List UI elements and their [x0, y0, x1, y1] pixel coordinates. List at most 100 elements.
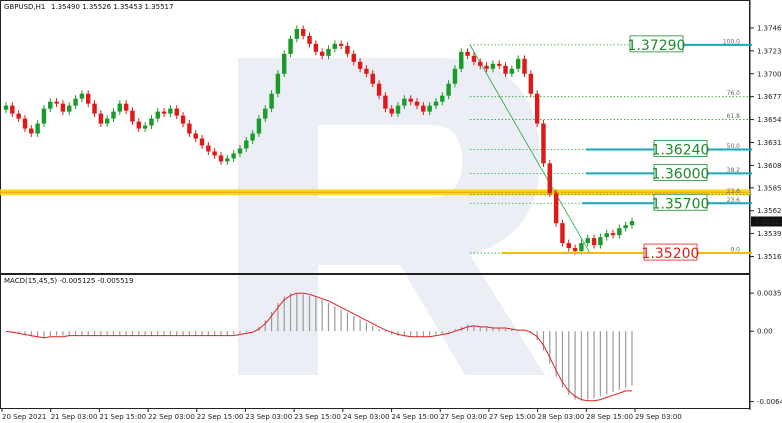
candle-body: [48, 101, 53, 109]
candle-body: [560, 223, 565, 244]
price-axis-label: 1.35625: [757, 207, 782, 215]
candle-body: [446, 83, 451, 96]
chart-header-symbol: GBPUSD,H1: [4, 3, 45, 11]
price-axis-label: 1.36310: [757, 139, 782, 147]
fib-level-label: 23.6: [727, 188, 741, 195]
candle-body: [142, 125, 148, 129]
fib-level-label: 76.0: [727, 90, 741, 97]
time-axis-label: 22 Sep 15:00: [197, 413, 244, 421]
candle-body: [427, 105, 432, 112]
candle-body: [617, 228, 622, 236]
candle-body: [282, 53, 287, 74]
candle-body: [237, 148, 243, 154]
candle-body: [364, 68, 369, 74]
time-axis-label: 22 Sep 03:00: [148, 413, 195, 421]
candle-body: [395, 105, 401, 114]
candle-body: [73, 98, 78, 106]
candle-body: [566, 243, 571, 249]
candle-body: [452, 68, 458, 84]
candle-body: [294, 28, 300, 39]
candle-body: [402, 98, 407, 106]
target-label-box: [653, 163, 708, 181]
candle-body: [522, 58, 527, 74]
target-value-label: 1.36240: [652, 142, 710, 158]
candle-body: [326, 48, 331, 56]
candle-body: [357, 61, 363, 69]
price-axis-label: 1.36770: [757, 93, 782, 101]
macd-header: MACD(15,45,5) -0.005125 -0.005519: [4, 277, 133, 285]
fib-trend-line: [469, 44, 591, 254]
candle-body: [579, 243, 584, 252]
candle-body: [79, 93, 85, 99]
time-axis-label: 27 Sep 03:00: [440, 413, 487, 421]
candle-body: [313, 43, 319, 52]
candle-body: [610, 233, 616, 236]
candle-body: [180, 115, 186, 124]
candle-body: [553, 193, 559, 224]
candle-body: [490, 63, 496, 69]
macd-axis-label: -0.006489: [757, 398, 782, 406]
candle-body: [187, 123, 192, 134]
candle-body: [149, 118, 154, 126]
price-axis-label: 1.35165: [757, 253, 782, 261]
price-axis-label: 1.37230: [757, 47, 782, 55]
candle-body: [547, 163, 553, 194]
target-label-box: [653, 140, 708, 157]
candle-body: [123, 103, 129, 111]
candle-body: [136, 121, 142, 129]
candle-body: [515, 58, 521, 69]
candle-body: [528, 73, 534, 94]
time-axis-label: 28 Sep 15:00: [586, 413, 633, 421]
candle-body: [503, 65, 508, 74]
candle-body: [414, 101, 420, 106]
target-label-box: [629, 35, 684, 53]
candle-body: [459, 51, 464, 69]
target-label-box: [653, 193, 708, 211]
time-axis-label: 20 Sep 2021: [2, 413, 46, 421]
candle-body: [307, 35, 312, 44]
time-axis-label: 24 Sep 03:00: [343, 413, 390, 421]
candle-body: [225, 158, 230, 162]
candle-body: [104, 118, 110, 124]
time-axis-label: 29 Sep 03:00: [635, 413, 682, 421]
fib-level-label: 61.8: [727, 113, 741, 120]
candle-body: [509, 68, 515, 74]
time-axis-label: 23 Sep 15:00: [294, 413, 341, 421]
candle-body: [319, 51, 325, 56]
fib-level-label: 38.2: [727, 167, 741, 174]
time-axis-label: 24 Sep 15:00: [392, 413, 439, 421]
candle-body: [3, 105, 9, 110]
candle-body: [256, 118, 262, 134]
target-value-label: 1.35700: [652, 196, 710, 212]
macd-signal-line: [5, 292, 632, 402]
candle-body: [29, 128, 34, 134]
time-axis-label: 23 Sep 03:00: [245, 413, 292, 421]
time-axis-label: 27 Sep 15:00: [489, 413, 536, 421]
candle-body: [174, 108, 179, 116]
candle-body: [465, 51, 470, 56]
macd-axis-label: 0.00: [757, 328, 773, 336]
macd-axis-label: 0.003512: [757, 290, 782, 298]
target-label-box: [643, 243, 698, 261]
candle-body: [389, 108, 394, 114]
candle-body: [338, 43, 344, 46]
candle-body: [572, 248, 578, 252]
candle-body: [484, 65, 489, 69]
price-axis-label: 1.37460: [757, 24, 782, 32]
candle-body: [41, 108, 47, 124]
price-axis-label: 1.35855: [757, 184, 782, 192]
candle-body: [199, 138, 205, 146]
target-value-label: 1.36000: [652, 166, 710, 182]
candle-body: [383, 95, 388, 109]
candle-body: [10, 105, 15, 114]
candle-body: [168, 108, 173, 114]
candle-body: [376, 83, 382, 96]
candle-body: [155, 111, 160, 119]
price-axis-label: 1.37000: [757, 70, 782, 78]
candle-body: [370, 73, 375, 84]
target-value-label: 1.35200: [642, 246, 700, 262]
fib-level-label: 0.0: [730, 247, 740, 254]
candle-body: [161, 111, 167, 114]
